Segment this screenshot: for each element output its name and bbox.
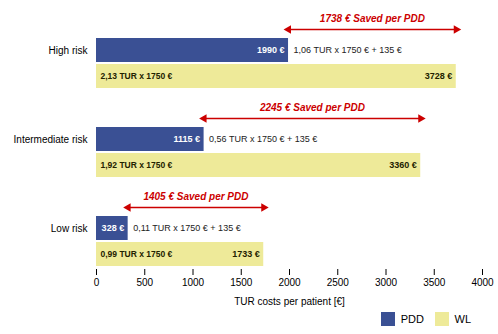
svg-text:2245 € Saved per PDD: 2245 € Saved per PDD <box>259 102 365 113</box>
svg-text:2500: 2500 <box>327 277 350 288</box>
svg-text:0,99 TUR x 1750 €: 0,99 TUR x 1750 € <box>101 249 173 259</box>
svg-text:1,06 TUR x 1750 € + 135 €: 1,06 TUR x 1750 € + 135 € <box>294 45 402 55</box>
html-text:PDD: PDD <box>400 313 424 326</box>
svg-text:1405 € Saved per PDD: 1405 € Saved per PDD <box>143 191 248 202</box>
svg-text:High risk: High risk <box>49 45 89 56</box>
svg-text:500: 500 <box>136 277 153 288</box>
svg-text:4000: 4000 <box>471 277 494 288</box>
svg-text:1000: 1000 <box>182 277 205 288</box>
svg-text:1733 €: 1733 € <box>232 249 260 259</box>
svg-text:1738 € Saved per PDD: 1738 € Saved per PDD <box>320 13 425 24</box>
svg-text:3728 €: 3728 € <box>425 71 453 81</box>
svg-text:3000: 3000 <box>375 277 398 288</box>
svg-text:Low risk: Low risk <box>51 223 89 234</box>
svg-text:0,56 TUR x 1750 € + 135 €: 0,56 TUR x 1750 € + 135 € <box>209 134 317 144</box>
svg-text:3500: 3500 <box>423 277 446 288</box>
svg-text:0,11 TUR x 1750 € + 135 €: 0,11 TUR x 1750 € + 135 € <box>133 223 241 233</box>
svg-text:1,92 TUR x 1750 €: 1,92 TUR x 1750 € <box>101 160 173 170</box>
svg-text:1990 €: 1990 € <box>257 45 285 55</box>
svg-text:3360 €: 3360 € <box>389 160 417 170</box>
svg-text:1500: 1500 <box>230 277 253 288</box>
svg-text:Intermediate risk: Intermediate risk <box>14 134 89 145</box>
svg-text:TUR costs per patient [€]: TUR costs per patient [€] <box>234 296 345 307</box>
svg-text:2,13 TUR x 1750 €: 2,13 TUR x 1750 € <box>101 71 173 81</box>
svg-text:1115 €: 1115 € <box>174 134 201 144</box>
svg-text:2000: 2000 <box>278 277 301 288</box>
html-text:WL: WL <box>454 313 471 326</box>
svg-text:328 €: 328 € <box>102 223 125 233</box>
svg-text:0: 0 <box>94 277 100 288</box>
